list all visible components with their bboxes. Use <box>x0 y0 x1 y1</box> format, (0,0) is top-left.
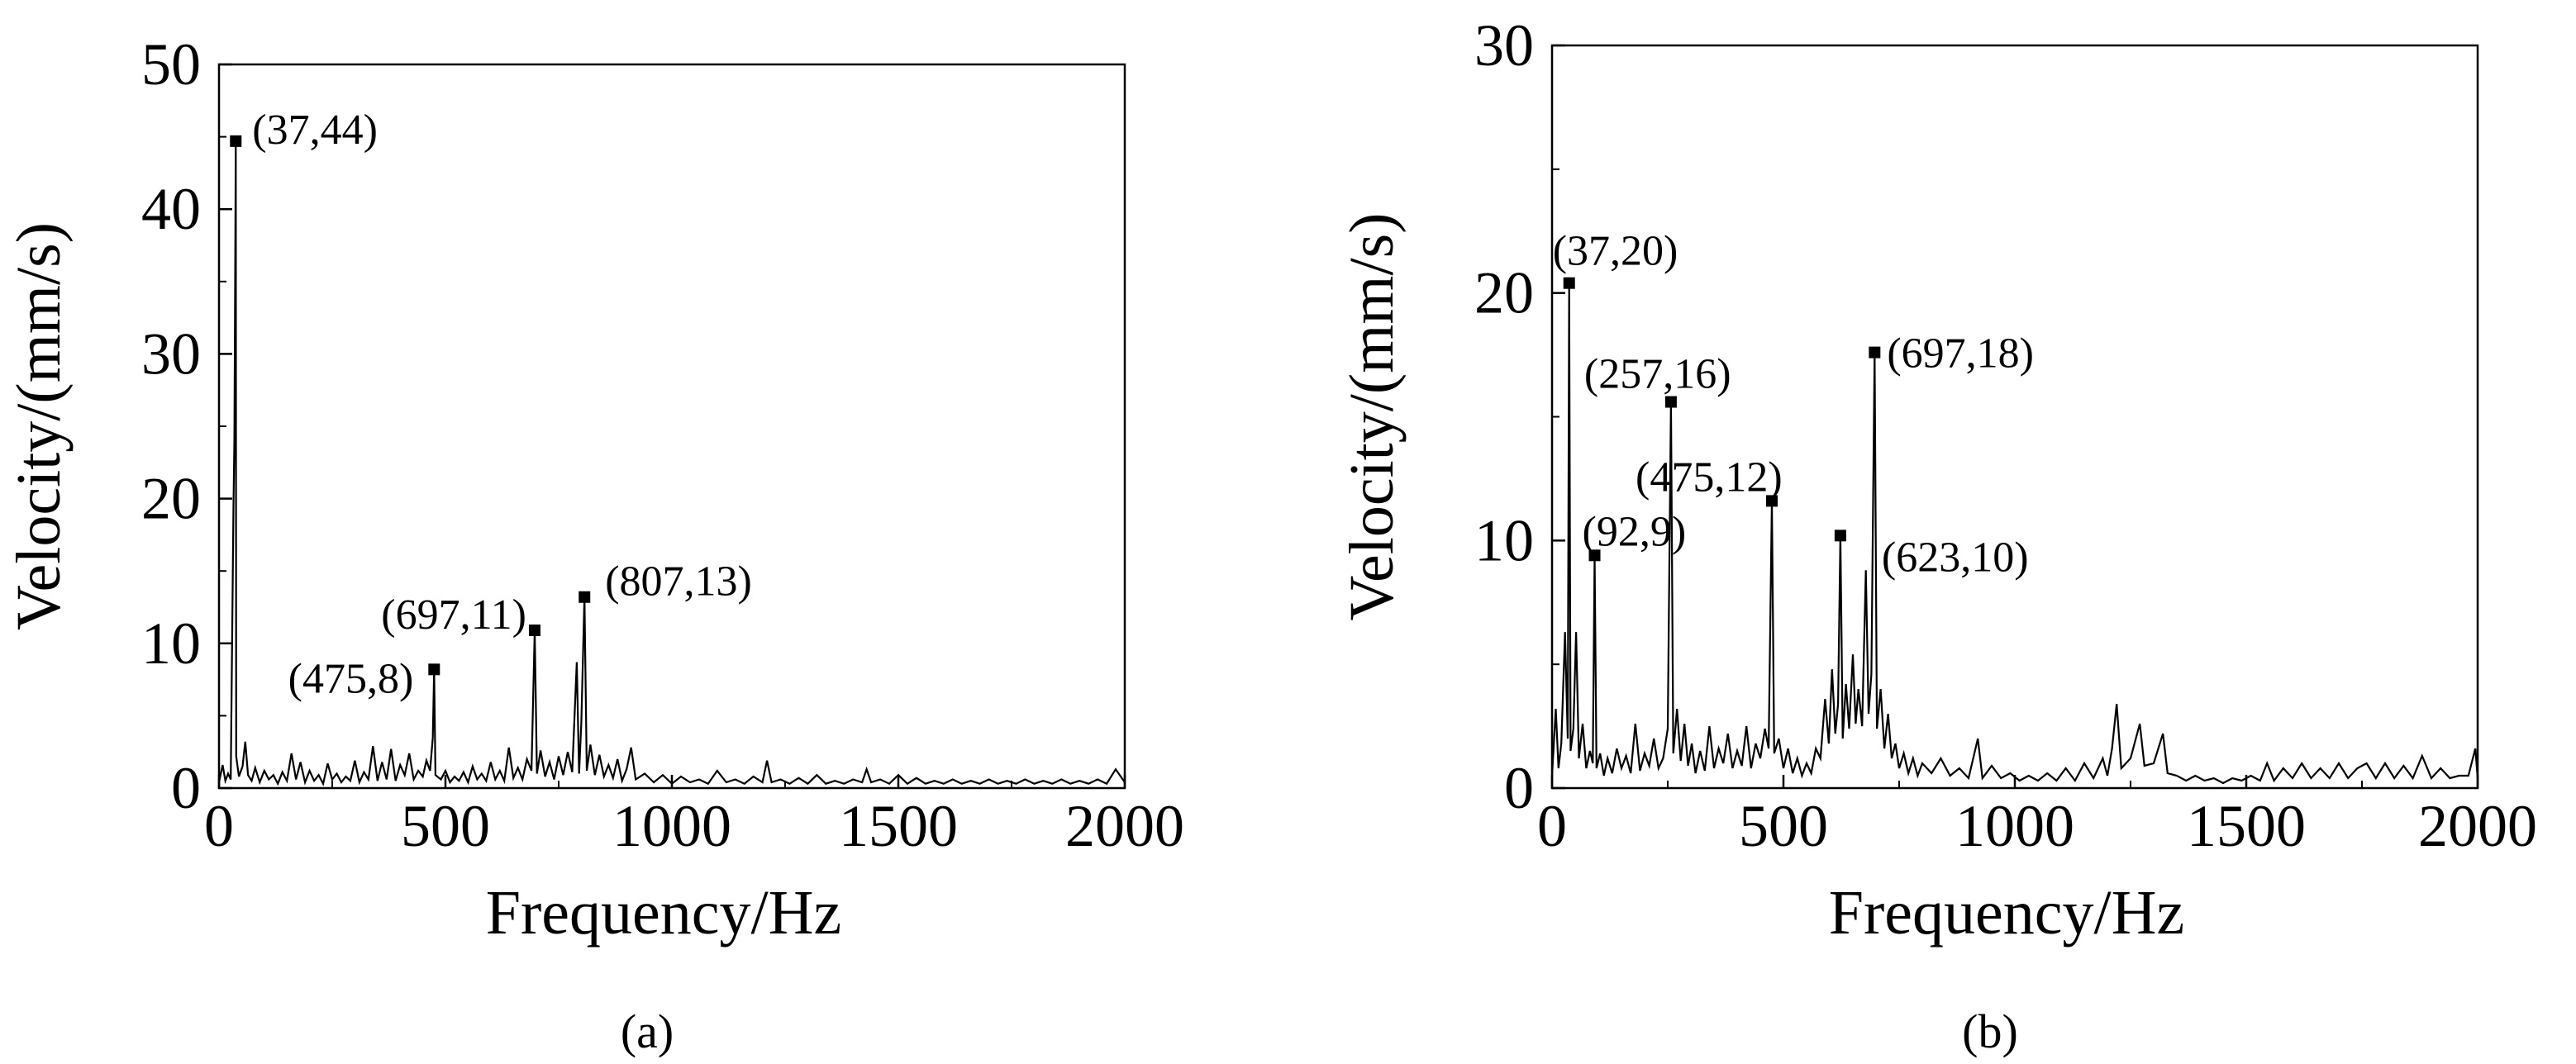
peak-marker <box>1869 346 1881 359</box>
panel-caption: (a) <box>621 1005 674 1058</box>
x-tick-label: 1500 <box>2187 793 2306 859</box>
peak-marker <box>1834 530 1846 542</box>
x-axis-title: Frequency/Hz <box>1829 878 2185 948</box>
peak-marker <box>1766 495 1778 507</box>
peak-marker <box>428 663 440 676</box>
peak-label: (37,44) <box>252 107 378 154</box>
peak-marker <box>1664 396 1677 408</box>
x-tick-label: 500 <box>1739 793 1828 859</box>
x-tick-label: 2000 <box>2418 793 2537 859</box>
x-tick-label: 2000 <box>1065 793 1184 859</box>
peak-label: (623,10) <box>1882 534 2029 581</box>
peak-marker <box>1563 277 1575 289</box>
peak-label: (475,8) <box>288 655 414 702</box>
peak-marker <box>528 625 540 637</box>
series-line <box>219 140 1125 786</box>
x-tick-label: 0 <box>204 793 234 859</box>
y-tick-label: 50 <box>141 31 201 97</box>
peak-label: (257,16) <box>1584 351 1731 398</box>
y-tick-label: 0 <box>171 755 201 821</box>
peak-marker <box>230 135 242 147</box>
panel-caption: (b) <box>1962 1005 2018 1058</box>
plot-frame <box>1550 44 2479 790</box>
y-tick-label: 0 <box>1504 755 1534 821</box>
x-tick-label: 0 <box>1537 793 1567 859</box>
y-axis-title: Velocity/(mm/s) <box>1337 213 1407 621</box>
x-axis-title: Frequency/Hz <box>486 878 842 948</box>
peak-marker <box>1588 549 1601 562</box>
peak-label: (697,18) <box>1887 330 2034 378</box>
peak-label: (475,12) <box>1636 454 1783 501</box>
peak-label: (37,20) <box>1553 228 1678 275</box>
y-tick-label: 20 <box>141 466 201 532</box>
x-tick-label: 1000 <box>612 793 731 859</box>
chart-panel-a: 0 500 1000 1500 2000 0 10 20 30 40 50 Frequency/Hz V… <box>4 31 1184 1058</box>
peak-label: (92,9) <box>1583 508 1687 555</box>
y-tick-label: 30 <box>1474 12 1534 78</box>
y-tick-label: 30 <box>141 321 201 387</box>
x-tick-label: 1500 <box>839 793 958 859</box>
x-tick-label: 500 <box>401 793 490 859</box>
y-tick-label: 10 <box>1474 507 1534 573</box>
peak-label: (807,13) <box>605 558 752 606</box>
chart-panel-b: 0 500 1000 1500 2000 0 10 20 30 Frequency/Hz Veloc… <box>1337 12 2537 1058</box>
y-tick-label: 10 <box>141 610 201 677</box>
y-tick-label: 20 <box>1474 260 1534 326</box>
x-tick-label: 1000 <box>1955 793 2074 859</box>
y-tick-label: 40 <box>141 176 201 242</box>
peak-label: (697,11) <box>381 591 526 639</box>
y-axis-title: Velocity/(mm/s) <box>4 222 74 630</box>
peak-marker <box>579 591 591 603</box>
series-line <box>1552 283 2478 785</box>
